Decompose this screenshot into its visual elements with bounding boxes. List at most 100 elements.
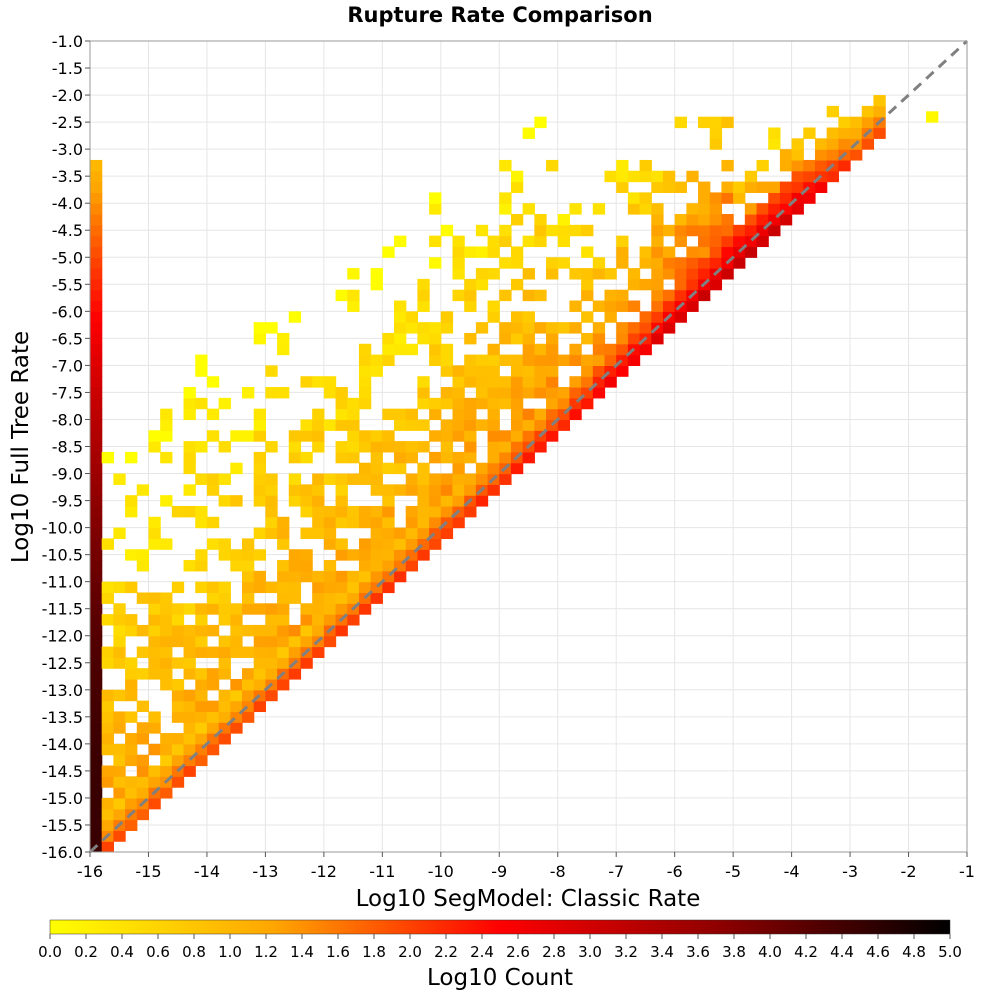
- colorbar-tick-label: 1.4: [290, 943, 314, 961]
- heatmap-cell: [90, 765, 103, 777]
- heatmap-cell: [90, 311, 103, 323]
- heatmap-cell: [791, 203, 804, 215]
- heatmap-cell: [779, 214, 793, 226]
- heatmap-cell: [510, 214, 524, 226]
- heatmap-cell: [171, 689, 185, 702]
- heatmap-cell: [382, 484, 395, 496]
- heatmap-cell: [358, 603, 372, 615]
- heatmap-cell: [183, 743, 196, 756]
- heatmap-cell: [195, 441, 208, 453]
- heatmap-cell: [487, 462, 500, 475]
- heatmap-cell: [125, 451, 138, 464]
- heatmap-cell: [101, 614, 114, 626]
- heatmap-cell: [756, 159, 769, 172]
- heatmap-cell: [335, 289, 348, 302]
- y-tick-label: -4.5: [52, 221, 83, 240]
- heatmap-cell: [674, 224, 687, 237]
- heatmap-cell: [487, 408, 500, 421]
- heatmap-cell: [136, 808, 150, 821]
- reference-line: [88, 39, 969, 854]
- heatmap-cell: [242, 689, 255, 702]
- heatmap-cell: [90, 203, 103, 215]
- heatmap-cell: [394, 538, 407, 550]
- heatmap-cell: [312, 592, 325, 604]
- heatmap-cell: [335, 516, 348, 529]
- heatmap-cell: [90, 700, 103, 713]
- heatmap-cell: [288, 646, 302, 658]
- heatmap-cell: [756, 181, 769, 193]
- heatmap-cell: [429, 505, 442, 518]
- heatmap-cell: [698, 214, 711, 226]
- heatmap-cell: [522, 343, 535, 356]
- y-tick-label: -2.0: [52, 86, 83, 105]
- x-tick-label: -1: [959, 862, 975, 881]
- heatmap-cell: [218, 668, 231, 680]
- heatmap-cell: [791, 149, 804, 161]
- heatmap-cell: [242, 603, 255, 615]
- heatmap-cell: [335, 397, 348, 410]
- heatmap-cell: [171, 754, 185, 767]
- heatmap-cell: [300, 376, 313, 388]
- heatmap-cell: [242, 387, 255, 399]
- heatmap-cell: [323, 570, 337, 583]
- heatmap-cell: [639, 203, 652, 215]
- heatmap-cell: [148, 635, 161, 648]
- x-tick-label: -2: [901, 862, 917, 881]
- heatmap-cell: [160, 430, 173, 442]
- heatmap-cell: [522, 430, 535, 442]
- heatmap-cell: [639, 311, 652, 323]
- heatmap-cell: [698, 192, 711, 204]
- heatmap-cell: [499, 192, 512, 204]
- heatmap-cell: [534, 224, 547, 237]
- heatmap-cell: [90, 408, 103, 421]
- heatmap-cell: [335, 473, 348, 485]
- y-tick-label: -10.0: [42, 519, 83, 538]
- heatmap-cell: [90, 797, 103, 810]
- y-tick-label: -15.5: [42, 816, 83, 835]
- heatmap-cell: [510, 332, 524, 345]
- heatmap-cell: [347, 473, 360, 485]
- y-tick-label: -5.5: [52, 275, 83, 294]
- colorbar-tick-label: 0.4: [110, 943, 134, 961]
- colorbar-tick-label: 4.0: [758, 943, 782, 961]
- heatmap-cell: [546, 322, 559, 334]
- heatmap-cell: [90, 224, 103, 237]
- heatmap-cell: [522, 322, 535, 334]
- heatmap-cell: [662, 224, 676, 237]
- heatmap-cell: [101, 808, 114, 821]
- heatmap-cell: [312, 581, 325, 594]
- heatmap-cell: [510, 354, 524, 366]
- heatmap-cell: [838, 159, 851, 172]
- heatmap-cell: [195, 689, 208, 702]
- heatmap-cell: [534, 419, 547, 431]
- heatmap-cell: [90, 505, 103, 518]
- heatmap-cell: [90, 603, 103, 615]
- heatmap-cell: [160, 624, 173, 637]
- heatmap-cell: [791, 138, 804, 150]
- heatmap-cell: [113, 635, 126, 648]
- heatmap-cell: [206, 733, 220, 745]
- heatmap-cell: [499, 257, 512, 269]
- heatmap-cell: [90, 733, 103, 745]
- heatmap-cell: [148, 430, 161, 442]
- heatmap-cell: [557, 224, 571, 237]
- heatmap-cell: [253, 700, 266, 713]
- heatmap-cell: [382, 581, 395, 594]
- heatmap-cell: [90, 159, 103, 172]
- heatmap-cell: [744, 235, 758, 248]
- heatmap-cell: [218, 495, 231, 507]
- heatmap-cell: [452, 268, 465, 280]
- y-tick-label: -16.0: [42, 843, 83, 862]
- heatmap-cell: [347, 430, 360, 442]
- colorbar-tick-label: 1.0: [218, 943, 242, 961]
- heatmap-cell: [136, 787, 150, 799]
- heatmap-cell: [90, 214, 103, 226]
- heatmap-cell: [429, 354, 442, 366]
- heatmap-cell: [557, 235, 571, 248]
- heatmap-cell: [382, 538, 395, 550]
- heatmap-cell: [429, 343, 442, 356]
- heatmap-cell: [417, 495, 430, 507]
- heatmap-cell: [733, 181, 746, 193]
- heatmap-cell: [510, 365, 524, 377]
- heatmap-cell: [195, 646, 208, 658]
